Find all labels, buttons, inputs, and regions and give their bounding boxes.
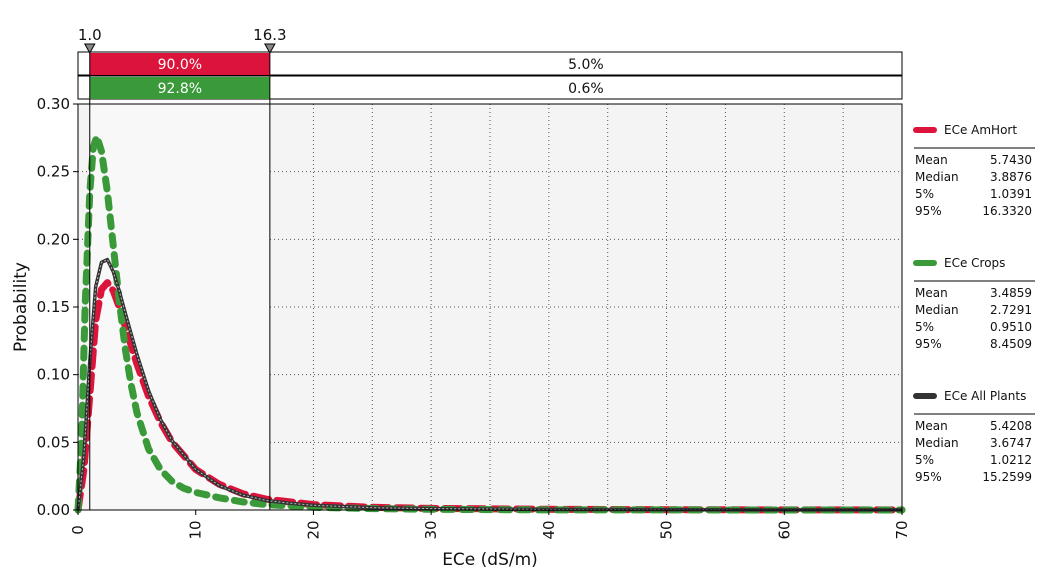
legend-stat-label: Median [915,170,959,184]
x-axis-title: ECe (dS/m) [442,550,538,570]
probability-bar-middle [89,77,270,99]
legend-item-name: ECe AmHort [944,123,1017,137]
axes: 0 10 20 30 40 50 60 70 0.00 0.05 0.10 0.15 0.20 0.25 0… [37,95,911,540]
legend-item-name: ECe Crops [944,256,1005,270]
delimiter-triangle-upper [264,43,276,55]
probability-bar-frame [77,75,903,100]
legend-stat-label: Mean [915,286,948,300]
legend-stat-label: Mean [915,153,948,167]
legend-stat-label: 95% [915,337,942,351]
y-tick-label: 0.20 [37,230,70,248]
probability-bar-middle-label: 92.8% [158,81,202,97]
probability-bar-middle-label: 90.0% [158,57,202,73]
y-tick-label: 0.05 [37,433,70,451]
y-axis-title: Probability [11,262,31,352]
legend-stat-label: Mean [915,419,948,433]
legend-stat-value: 1.0212 [990,453,1032,467]
legend-stat-value: 0.9510 [990,320,1032,334]
delimiter-label-upper: 16.3 [253,26,286,44]
probability-bar-middle [89,53,270,75]
delimiter-triangle-lower [83,43,96,55]
legend-stat-value: 5.7430 [990,153,1032,167]
x-tick-label: 40 [540,520,558,539]
y-tick-label: 0.00 [37,501,70,519]
probability-bars: 90.0% 5.0% 92.8% 0.6% [77,51,903,100]
delimiter-markers: 1.0 16.3 [78,26,287,510]
legend-stat-value: 1.0391 [990,187,1032,201]
legend-stat-label: 5% [915,320,934,334]
y-tick-label: 0.25 [37,163,70,181]
series-lines [74,133,906,514]
legend-stat-value: 16.3320 [982,204,1032,218]
x-tick-label: 20 [304,520,322,539]
legend-stat-value: 5.4208 [990,419,1032,433]
probability-bar-frame [77,51,903,76]
grid-lines [78,104,902,510]
x-tick-label: 50 [658,520,676,539]
y-tick-label: 0.10 [37,366,70,384]
y-tick-label: 0.15 [37,298,70,316]
x-tick-label: 0 [69,525,87,535]
x-tick-label: 10 [187,520,205,539]
legend-stat-label: 5% [915,187,934,201]
legend-stat-value: 3.4859 [990,286,1032,300]
legend-item-name: ECe All Plants [944,389,1026,403]
probability-bar-right-label: 5.0% [568,57,604,73]
legend-stat-value: 8.4509 [990,337,1032,351]
legend-stat-label: Median [915,436,959,450]
legend-stat-value: 2.7291 [990,303,1032,317]
x-tick-label: 70 [893,520,911,539]
x-tick-label: 60 [775,520,793,539]
legend-stat-label: 95% [915,204,942,218]
x-tick-label: 30 [422,520,440,539]
probability-bar-right-label: 0.6% [568,81,604,97]
legend-stat-label: 95% [915,470,942,484]
delimiter-label-lower: 1.0 [78,26,102,44]
legend-stat-value: 3.6747 [990,436,1032,450]
y-tick-label: 0.30 [37,95,70,113]
legend: ECe AmHort Mean 5.7430 Median 3.8876 5% 1.0391… [913,123,1035,484]
legend-stat-value: 15.2599 [982,470,1032,484]
legend-stat-value: 3.8876 [990,170,1032,184]
legend-stat-label: Median [915,303,959,317]
legend-stat-label: 5% [915,453,934,467]
series-line-all-plants-highlight [77,258,902,511]
